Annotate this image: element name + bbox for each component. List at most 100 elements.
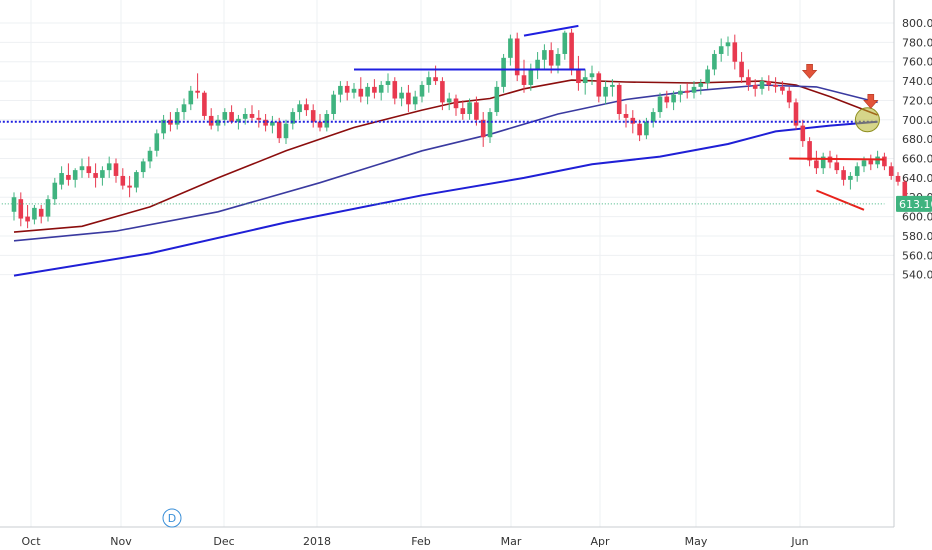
- candle-body: [888, 166, 894, 176]
- candle-body: [399, 92, 404, 99]
- annotation-line: [789, 157, 885, 161]
- candle-body: [310, 110, 316, 122]
- y-tick-label: 700.00: [902, 114, 932, 127]
- candle-body: [902, 181, 908, 207]
- candle-body: [93, 173, 98, 178]
- candle-body: [365, 86, 370, 97]
- candle-body: [528, 69, 534, 85]
- candle-body: [147, 150, 153, 162]
- y-tick-label: 600.00: [902, 211, 932, 224]
- candle-body: [222, 112, 228, 120]
- candle-body: [453, 98, 459, 109]
- candle-body: [603, 86, 608, 97]
- candle-body: [154, 133, 160, 151]
- candle-body: [480, 119, 486, 138]
- candle-body: [467, 102, 472, 114]
- candle-body: [610, 84, 615, 87]
- candle-body: [508, 38, 513, 58]
- candle-body: [841, 170, 846, 180]
- candle-body: [181, 104, 187, 113]
- down-arrow-icon: [801, 64, 818, 79]
- candle-body: [664, 96, 670, 103]
- candle-body: [535, 59, 540, 70]
- candle-body: [304, 104, 309, 111]
- candle-body: [229, 112, 234, 122]
- candle-body: [276, 121, 282, 139]
- candle-body: [32, 207, 37, 220]
- candle-body: [712, 53, 717, 70]
- candle-body: [419, 84, 425, 97]
- candle-body: [671, 94, 676, 103]
- candle-body: [168, 119, 173, 125]
- candle-body: [746, 77, 751, 85]
- y-tick-label: 680.00: [902, 133, 932, 146]
- candle-body: [596, 73, 602, 97]
- candle-body: [358, 88, 364, 97]
- candle-body: [38, 208, 44, 217]
- candle-body: [820, 156, 826, 169]
- price-tag-label: 613.10: [899, 198, 932, 211]
- candle-body: [548, 50, 554, 66]
- y-tick-label: 640.00: [902, 172, 932, 185]
- candle-body: [215, 119, 221, 126]
- candle-body: [657, 96, 663, 113]
- candle-body: [623, 113, 629, 118]
- candle-body: [331, 94, 336, 114]
- candle-body: [344, 85, 350, 93]
- candle-body: [616, 84, 622, 114]
- y-tick-label: 540.00: [902, 269, 932, 282]
- candle-body: [875, 156, 880, 165]
- candle-body: [780, 86, 785, 91]
- y-tick-label: 780.00: [902, 36, 932, 49]
- annotation-line: [816, 189, 865, 211]
- candle-body: [589, 73, 595, 78]
- x-tick-label: Dec: [213, 535, 234, 548]
- candle-body: [195, 90, 200, 93]
- candle-body: [759, 81, 765, 89]
- candle-body: [372, 86, 377, 93]
- candle-body: [752, 84, 758, 89]
- candle-body: [18, 199, 24, 219]
- y-tick-label: 560.00: [902, 249, 932, 262]
- candle-body: [256, 117, 262, 120]
- candle-body: [188, 90, 194, 105]
- moving-average-line: [13, 120, 878, 277]
- candle-body: [474, 102, 479, 120]
- candle-body: [739, 61, 744, 78]
- candle-body: [385, 81, 391, 85]
- candle-body: [868, 160, 874, 165]
- candle-body: [290, 112, 296, 124]
- candle-body: [412, 96, 418, 105]
- highlight-circle: [854, 107, 880, 133]
- candle-body: [678, 90, 683, 95]
- y-tick-label: 720.00: [902, 94, 932, 107]
- candle-body: [854, 166, 860, 176]
- candle-body: [270, 121, 275, 126]
- y-tick-label: 580.00: [902, 230, 932, 243]
- candle-body: [786, 90, 792, 103]
- moving-average-line: [13, 84, 878, 242]
- candle-body: [569, 32, 574, 70]
- candle-body: [814, 160, 819, 169]
- candle-body: [582, 77, 588, 84]
- candle-body: [59, 173, 64, 185]
- interval-marker-label: D: [168, 512, 176, 525]
- candle-body: [11, 197, 17, 212]
- y-tick-label: 800.00: [902, 17, 932, 30]
- interval-marker: [162, 508, 182, 528]
- candle-body: [834, 162, 840, 171]
- candle-body: [807, 141, 812, 161]
- candle-body: [113, 163, 119, 176]
- candle-body: [882, 156, 887, 167]
- candle-body: [440, 81, 445, 103]
- candle-body: [79, 166, 85, 171]
- candle-body: [800, 125, 806, 142]
- x-tick-label: May: [685, 535, 708, 548]
- candle-body: [514, 38, 520, 76]
- candle-body: [406, 92, 411, 105]
- candle-body: [392, 81, 398, 99]
- candle-body: [283, 123, 289, 139]
- candle-body: [100, 170, 105, 178]
